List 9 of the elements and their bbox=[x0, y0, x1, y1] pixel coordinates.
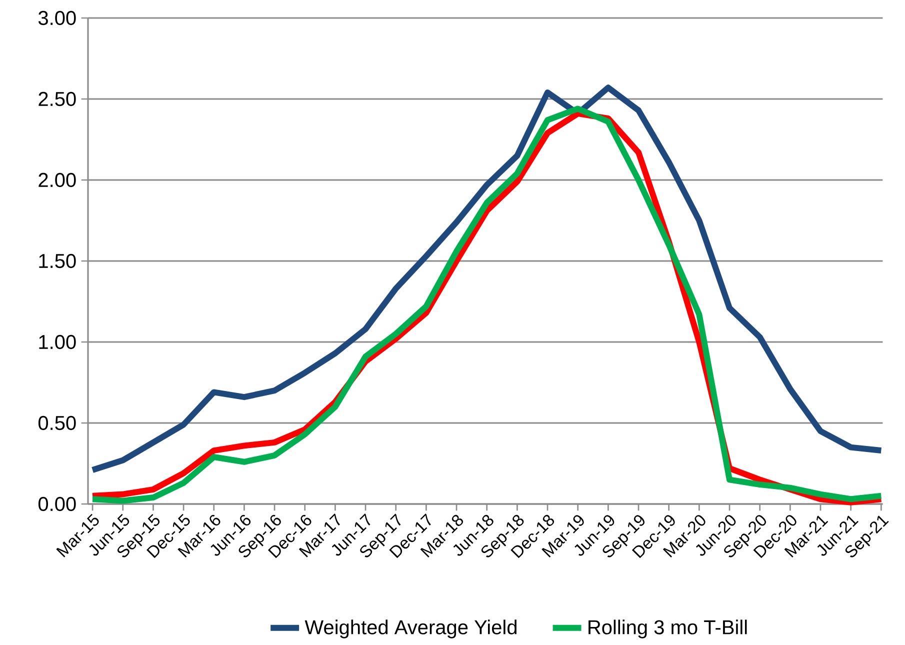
y-tick-label: 1.50 bbox=[39, 254, 76, 268]
y-tick-label: 0.00 bbox=[38, 496, 76, 512]
y-tick-label: 1.00 bbox=[39, 334, 76, 350]
legend-label: Weighted Average Yield bbox=[304, 620, 516, 638]
y-tick-label: 2.50 bbox=[38, 92, 76, 106]
y-tick-label: 3.00 bbox=[38, 10, 76, 26]
y-tick-label: 0.50 bbox=[38, 416, 76, 430]
legend-label: Rolling 3 mo T-Bill bbox=[588, 620, 747, 638]
y-tick-label: 2.00 bbox=[38, 172, 76, 188]
